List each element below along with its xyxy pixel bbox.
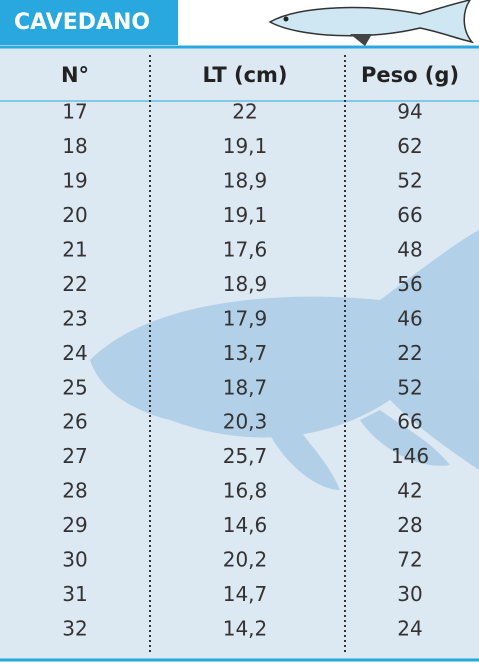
table-cell: 66 <box>397 203 422 227</box>
table-cell: 66 <box>397 410 422 434</box>
table-cell: 52 <box>397 168 422 192</box>
table-cell: 94 <box>397 100 422 124</box>
page: {"header": {"title": "CAVEDANO"}, "table… <box>0 0 479 664</box>
table-cell: 13,7 <box>223 341 268 365</box>
table-cell: 14,7 <box>223 582 268 606</box>
table-cell: 24 <box>397 617 422 641</box>
table-cell: 22 <box>397 341 422 365</box>
table-cell: 19,1 <box>223 203 268 227</box>
table-cell: 18,9 <box>223 272 268 296</box>
table-cell: 17,9 <box>223 306 268 330</box>
table-cell: 23 <box>62 306 87 330</box>
table-cell: 21 <box>62 237 87 261</box>
table-cell: 17,6 <box>223 237 268 261</box>
table-cell: 25,7 <box>223 444 268 468</box>
fish-illustration <box>270 0 472 46</box>
table-cell: 22 <box>232 100 257 124</box>
table-cell: 14,6 <box>223 513 268 537</box>
table-cell: 16,8 <box>223 479 268 503</box>
table-cell: 48 <box>397 237 422 261</box>
table-cell: 26 <box>62 410 87 434</box>
table-cell: 31 <box>62 582 87 606</box>
title: CAVEDANO <box>14 10 150 35</box>
table-cell: 17 <box>62 100 87 124</box>
column-header: Peso (g) <box>361 63 459 87</box>
document: CAVEDANO N° LT (cm) Peso (g) 17 22 94 18 19,1 62… <box>0 0 479 664</box>
table-cell: 27 <box>62 444 87 468</box>
table-cell: 46 <box>397 306 422 330</box>
column-header: N° <box>61 63 89 87</box>
table-cell: 62 <box>397 134 422 158</box>
table-cell: 18 <box>62 134 87 158</box>
table-cell: 29 <box>62 513 87 537</box>
table-cell: 18,7 <box>223 375 268 399</box>
table-cell: 25 <box>62 375 87 399</box>
table-cell: 18,9 <box>223 168 268 192</box>
table-cell: 146 <box>391 444 429 468</box>
table-cell: 56 <box>397 272 422 296</box>
column-header: LT (cm) <box>202 63 287 87</box>
table-cell: 32 <box>62 617 87 641</box>
table-cell: 22 <box>62 272 87 296</box>
table-cell: 19,1 <box>223 134 268 158</box>
table-cell: 20,3 <box>223 410 268 434</box>
table-cell: 28 <box>397 513 422 537</box>
table-cell: 30 <box>62 548 87 572</box>
table-cell: 72 <box>397 548 422 572</box>
table-cell: 42 <box>397 479 422 503</box>
table-cell: 30 <box>397 582 422 606</box>
table-cell: 24 <box>62 341 87 365</box>
table-cell: 28 <box>62 479 87 503</box>
table-cell: 14,2 <box>223 617 268 641</box>
table-cell: 20,2 <box>223 548 268 572</box>
table-cell: 52 <box>397 375 422 399</box>
table-cell: 20 <box>62 203 87 227</box>
table-cell: 19 <box>62 168 87 192</box>
